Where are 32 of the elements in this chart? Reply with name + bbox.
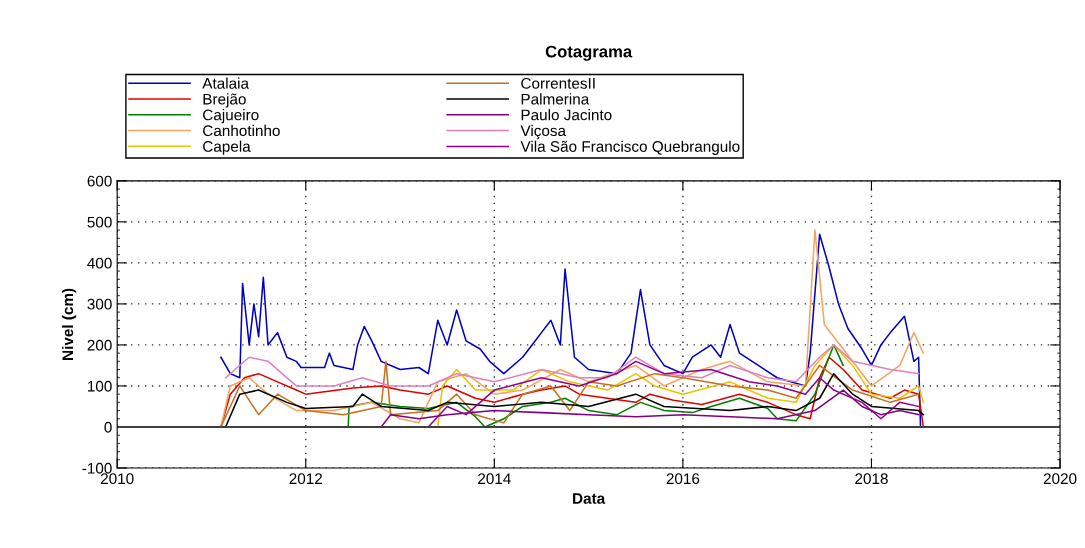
line-series	[436, 344, 925, 428]
legend-label: Cajueiro	[203, 109, 259, 124]
legend-label: Vila São Francisco Quebrangulo	[520, 140, 740, 155]
y-tick-label: 100	[88, 380, 112, 392]
legend-label: Paulo Jacinto	[521, 109, 612, 121]
y-tick-label: 500	[87, 216, 112, 228]
line-series	[224, 344, 920, 387]
y-tick-label: 600	[87, 175, 112, 187]
legend-label: Palmerina	[521, 93, 590, 105]
x-tick-label: 2012	[289, 473, 322, 485]
x-tick-label: 2018	[855, 473, 888, 485]
x-tick-label: 2016	[666, 473, 700, 485]
legend-label: Atalaia	[202, 77, 250, 89]
legend-label: CorrentesII	[521, 77, 595, 89]
legend-label: Capela	[203, 140, 251, 155]
y-axis-title: Nivel (cm)	[61, 288, 77, 360]
line-series	[427, 360, 920, 428]
line-series	[224, 372, 925, 428]
chart-title: Cotagrama	[545, 45, 633, 61]
y-tick-label: 200	[87, 339, 112, 351]
x-tick-label: 2014	[478, 473, 511, 485]
line-series	[380, 389, 920, 428]
x-axis-title: Data	[573, 493, 606, 504]
y-tick-label: 0	[104, 421, 112, 433]
y-tick-label: 300	[87, 298, 112, 310]
y-tick-label: 400	[87, 257, 112, 269]
x-tick-label: 2010	[100, 473, 134, 485]
legend-label: Brejão	[203, 93, 246, 108]
y-tick-label: -100	[82, 462, 112, 474]
legend-label: Canhotinho	[203, 124, 280, 137]
x-tick-label: 2020	[1043, 473, 1077, 485]
legend-label: Viçosa	[520, 124, 567, 140]
